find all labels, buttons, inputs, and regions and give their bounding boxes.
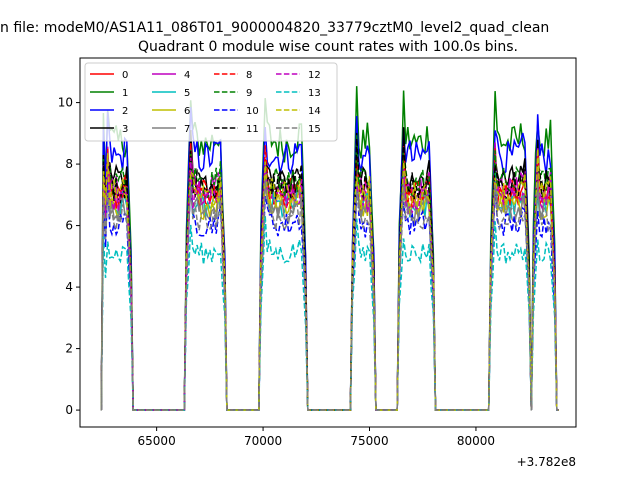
y-tick-label: 2 xyxy=(65,342,73,356)
y-tick-label: 4 xyxy=(65,280,73,294)
legend-label-1: 1 xyxy=(122,88,128,99)
chart-title: Quadrant 0 module wise count rates with … xyxy=(138,39,518,55)
y-axis: 0 2 4 6 8 10 xyxy=(58,96,80,417)
series-lines xyxy=(100,86,559,411)
legend-label-9: 9 xyxy=(246,88,252,99)
plot-frame xyxy=(79,57,577,428)
legend-label-2: 2 xyxy=(122,106,128,117)
figure-suptitle: n file: modeM0/AS1A11_086T01_9000004820_… xyxy=(0,20,549,36)
y-tick-label: 8 xyxy=(65,157,73,171)
x-tick-label: 75000 xyxy=(350,434,388,448)
y-tick-label: 6 xyxy=(65,219,73,233)
legend-label-15: 15 xyxy=(308,124,321,135)
legend-label-11: 11 xyxy=(246,124,259,135)
series-line-15 xyxy=(100,179,559,411)
legend-label-5: 5 xyxy=(184,88,190,99)
legend-label-14: 14 xyxy=(308,106,321,117)
x-tick-label: 65000 xyxy=(138,434,176,448)
legend-label-0: 0 xyxy=(122,70,128,81)
legend-box xyxy=(84,62,338,142)
legend-label-7: 7 xyxy=(184,124,190,135)
legend-label-3: 3 xyxy=(122,124,128,135)
legend-label-10: 10 xyxy=(246,106,259,117)
x-axis: 65000 70000 75000 80000 xyxy=(138,427,495,448)
legend-label-8: 8 xyxy=(246,70,252,81)
legend-label-12: 12 xyxy=(308,70,321,81)
y-tick-label: 10 xyxy=(58,96,73,110)
legend-label-13: 13 xyxy=(308,88,321,99)
x-tick-label: 80000 xyxy=(457,434,495,448)
y-tick-label: 0 xyxy=(65,403,73,417)
legend-label-4: 4 xyxy=(184,70,190,81)
legend-label-6: 6 xyxy=(184,106,190,117)
x-offset-text: +3.782e8 xyxy=(517,455,576,469)
x-tick-label: 70000 xyxy=(244,434,282,448)
